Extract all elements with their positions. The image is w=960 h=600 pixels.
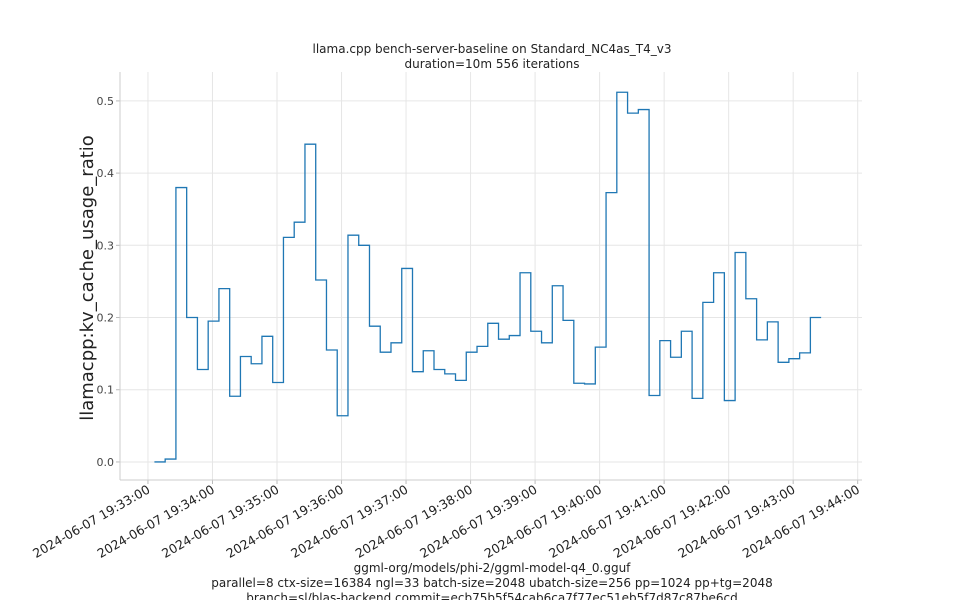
y-tick-label: 0.3	[97, 239, 115, 252]
data-line	[154, 91, 822, 463]
chart-subtitle: duration=10m 556 iterations	[405, 57, 580, 71]
y-axis-label: llamacpp:kv_cache_usage_ratio	[77, 135, 98, 421]
chart-title: llama.cpp bench-server-baseline on Stand…	[313, 42, 672, 56]
y-tick-label: 0.1	[97, 384, 115, 397]
y-tick-label: 0.4	[97, 167, 115, 180]
x-tick-label: 2024-06-07 19:38:00	[353, 482, 476, 561]
x-tick-label: 2024-06-07 19:41:00	[546, 482, 669, 561]
x-tick-label: 2024-06-07 19:43:00	[675, 482, 798, 561]
x-tick-label: 2024-06-07 19:34:00	[95, 482, 218, 561]
x-axis-label: branch=sl/blas-backend commit=ecb75b5f54…	[246, 591, 737, 600]
x-tick-label: 2024-06-07 19:42:00	[611, 482, 734, 561]
x-tick-label: 2024-06-07 19:39:00	[417, 482, 540, 561]
x-tick-label: 2024-06-07 19:33:00	[30, 482, 153, 561]
y-tick-label: 0.0	[97, 456, 115, 469]
x-tick-label: 2024-06-07 19:35:00	[159, 482, 282, 561]
x-tick-label: 2024-06-07 19:36:00	[224, 482, 347, 561]
x-tick-label: 2024-06-07 19:44:00	[740, 482, 863, 561]
x-tick-label: 2024-06-07 19:37:00	[288, 482, 411, 561]
y-tick-label: 0.5	[97, 95, 115, 108]
x-axis-label: ggml-org/models/phi-2/ggml-model-q4_0.gg…	[354, 561, 632, 575]
x-axis-label: parallel=8 ctx-size=16384 ngl=33 batch-s…	[211, 576, 772, 590]
x-tick-label: 2024-06-07 19:40:00	[482, 482, 605, 561]
y-tick-label: 0.2	[97, 312, 115, 325]
